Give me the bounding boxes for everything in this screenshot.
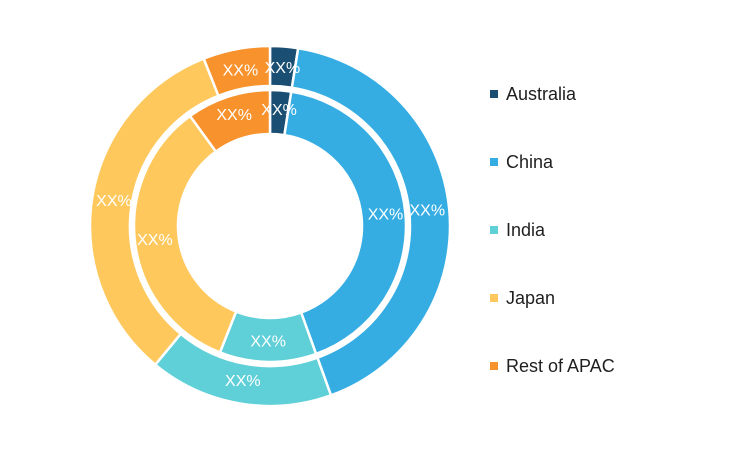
outer-label-rest-of-apac: XX% (223, 62, 259, 79)
legend-item-india: India (490, 216, 730, 244)
inner-label-japan: XX% (137, 232, 173, 249)
legend-label-rest-of-apac: Rest of APAC (506, 355, 615, 376)
legend-swatch-rest-of-apac (490, 362, 498, 370)
inner-slice-china (282, 90, 408, 356)
outer-label-india: XX% (225, 373, 261, 390)
legend-label-australia: Australia (506, 83, 577, 104)
outer-slice-china (290, 46, 452, 397)
legend-swatch-china (490, 158, 498, 166)
inner-slice-japan (132, 114, 238, 355)
outer-label-japan: XX% (96, 193, 132, 210)
inner-label-china: XX% (368, 207, 404, 224)
legend-item-rest-of-apac: Rest of APAC (490, 352, 730, 380)
outer-label-australia: XX% (265, 60, 301, 77)
legend-item-australia: Australia (490, 80, 730, 108)
legend: Australia China India Japan Rest of APAC (490, 80, 730, 420)
inner-label-india: XX% (250, 333, 286, 350)
legend-swatch-japan (490, 294, 498, 302)
legend-item-japan: Japan (490, 284, 730, 312)
inner-slice-rest-of-apac (188, 88, 272, 154)
legend-swatch-india (490, 226, 498, 234)
legend-label-japan: Japan (506, 287, 556, 308)
legend-swatch-australia (490, 90, 498, 98)
legend-label-india: India (506, 219, 546, 240)
inner-label-australia: XX% (261, 102, 297, 119)
outer-slice-rest-of-apac (202, 44, 272, 98)
legend-label-china: China (506, 151, 554, 172)
inner-label-rest-of-apac: XX% (216, 107, 252, 124)
outer-label-china: XX% (410, 203, 446, 220)
legend-item-china: China (490, 148, 730, 176)
